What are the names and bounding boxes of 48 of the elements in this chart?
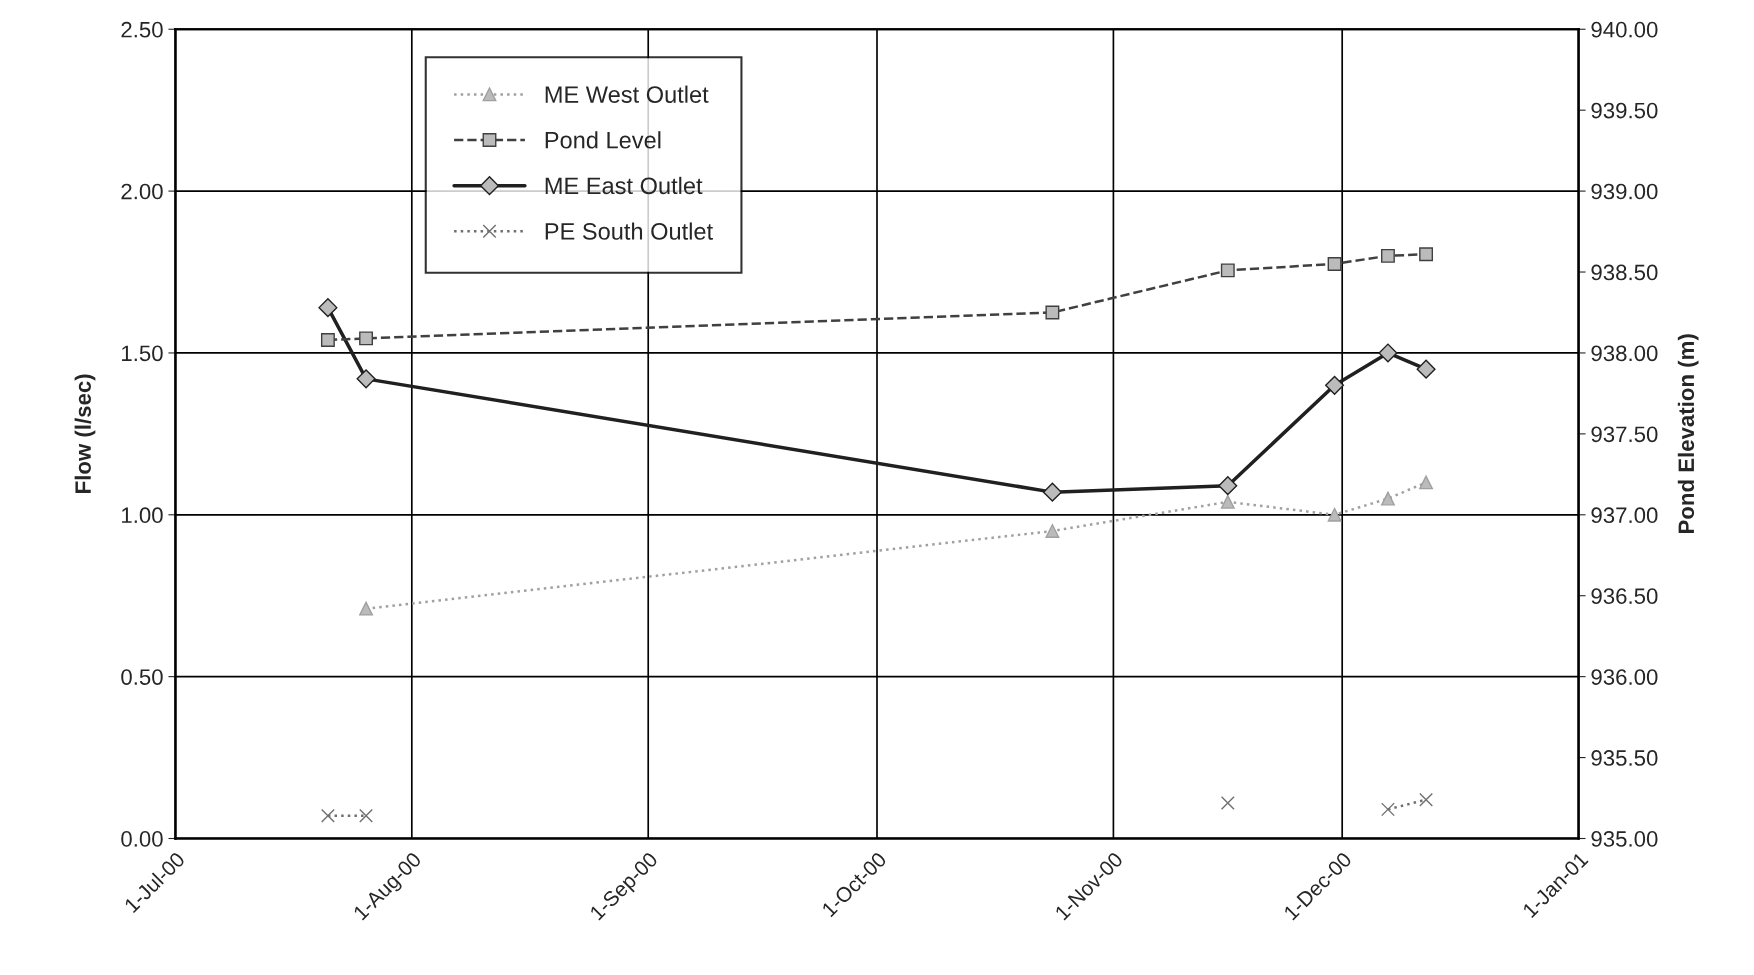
y2-tick-label: 938.00 [1591,345,1658,362]
y2-tick-label: 936.00 [1591,669,1658,685]
y2-tick-label: 938.50 [1591,264,1658,281]
legend-label: ME East Outlet [545,176,703,195]
y2-tick-label: 936.50 [1591,588,1658,604]
point [1220,263,1235,278]
point [1419,792,1434,807]
y2-tick-label: 935.00 [1591,831,1658,847]
y-tick-label: 2.50 [121,21,163,38]
point [1325,375,1345,395]
legend-label: Pond Level [545,131,661,149]
y-tick-label: 1.00 [122,507,163,524]
point [1419,475,1434,490]
legend-label: PE South Outlet [545,222,713,240]
y-tick-label: 0.00 [121,831,163,847]
point [1218,476,1238,496]
point [1381,802,1395,817]
point [318,298,338,318]
y2-tick-label: 937.00 [1591,507,1658,524]
point [1045,524,1060,538]
point [320,333,335,347]
point [359,601,373,616]
point [1381,248,1395,263]
y-tick-label: 0.50 [121,669,163,685]
y-axis-title: Flow (l/sec) [74,374,96,493]
point [1045,305,1060,320]
point [320,808,335,823]
point [359,331,373,346]
point [1327,256,1342,271]
y2-axis-title: Pond Elevation (m) [1677,334,1699,534]
y2-tick-label: 935.50 [1591,750,1658,766]
point [1220,795,1235,810]
point [1419,247,1434,262]
point [1378,343,1398,363]
point [359,808,373,823]
point [1327,507,1342,522]
point [1042,482,1062,502]
y-tick-label: 2.00 [121,183,163,200]
y2-tick-label: 937.50 [1591,426,1658,443]
y2-tick-label: 939.50 [1591,102,1658,119]
y2-tick-label: 940.00 [1591,21,1658,38]
point [1220,494,1235,509]
legend-label: ME West Outlet [545,85,709,103]
y2-tick-label: 939.00 [1591,183,1658,200]
y-tick-label: 1.50 [122,345,163,362]
point [1416,359,1436,379]
point [356,369,376,389]
point [1381,491,1395,506]
